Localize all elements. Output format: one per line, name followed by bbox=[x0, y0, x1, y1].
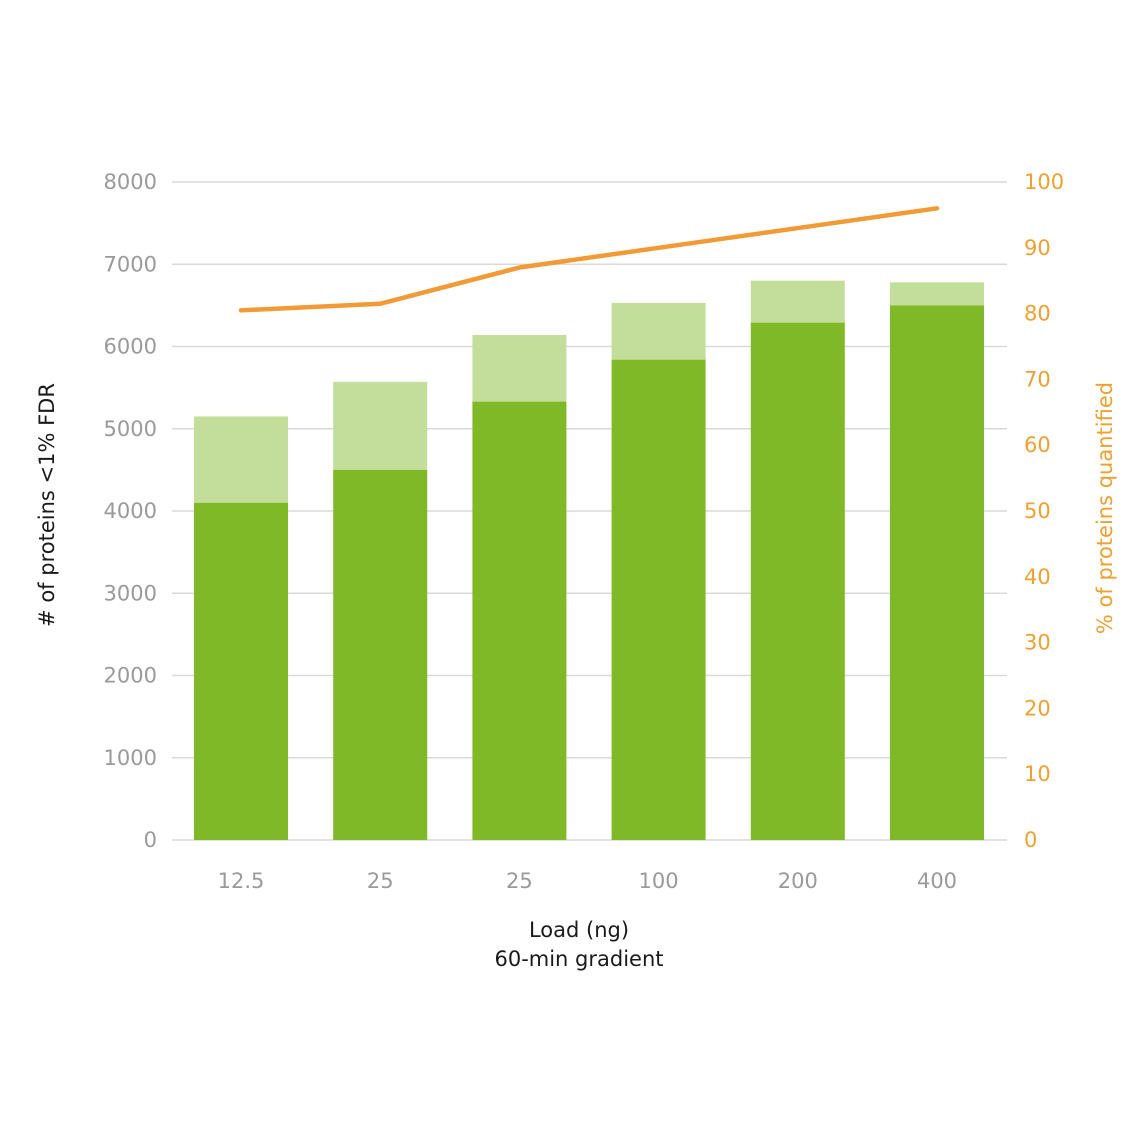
x-tick-label: 100 bbox=[639, 869, 679, 893]
y-axis-title-right: % of proteins quantified bbox=[1093, 382, 1117, 634]
bar-base-segment bbox=[611, 359, 706, 840]
left-tick-label: 6000 bbox=[104, 335, 157, 359]
gridlines bbox=[172, 181, 1007, 841]
right-tick-label: 30 bbox=[1024, 631, 1051, 655]
line-point bbox=[657, 246, 661, 250]
right-tick-label: 90 bbox=[1024, 236, 1051, 260]
line-point bbox=[517, 266, 521, 270]
line-point bbox=[239, 308, 243, 312]
left-tick-label: 5000 bbox=[104, 417, 157, 441]
bars bbox=[194, 280, 984, 841]
left-tick-label: 8000 bbox=[104, 170, 157, 194]
x-tick-label: 400 bbox=[917, 869, 957, 893]
x-tick-label: 12.5 bbox=[218, 869, 265, 893]
bar-base-segment bbox=[890, 305, 984, 840]
left-tick-label: 7000 bbox=[104, 252, 157, 276]
right-tick-label: 100 bbox=[1024, 170, 1064, 194]
right-tick-label: 70 bbox=[1024, 367, 1051, 391]
right-tick-label: 40 bbox=[1024, 565, 1051, 589]
line-path bbox=[238, 206, 940, 313]
x-tick-label: 25 bbox=[367, 869, 394, 893]
right-axis-ticks: 0 10 20 30 40 50 60 70 80 90 100 bbox=[1024, 170, 1064, 852]
right-tick-label: 20 bbox=[1024, 696, 1051, 720]
bar-top-segment bbox=[472, 334, 567, 402]
x-tick-label: 200 bbox=[778, 869, 818, 893]
y-axis-title-left: # of proteins <1% FDR bbox=[35, 383, 59, 627]
left-tick-label: 2000 bbox=[104, 664, 157, 688]
left-tick-label: 3000 bbox=[104, 581, 157, 605]
line-point bbox=[935, 206, 939, 210]
bar-top-segment bbox=[890, 282, 984, 306]
x-axis-title-line-1: Load (ng) bbox=[529, 918, 629, 942]
left-tick-label: 0 bbox=[144, 828, 157, 852]
bar-top-segment bbox=[333, 381, 428, 470]
right-tick-label: 50 bbox=[1024, 499, 1051, 523]
bar-base-segment bbox=[194, 502, 288, 840]
bar-top-segment bbox=[194, 416, 288, 503]
left-tick-label: 4000 bbox=[104, 499, 157, 523]
x-axis-ticks: 12.5 25 25 100 200 400 bbox=[218, 869, 957, 893]
right-tick-label: 80 bbox=[1024, 302, 1051, 326]
line-series bbox=[238, 206, 940, 313]
bar-base-segment bbox=[333, 469, 428, 840]
left-axis-ticks: 0 1000 2000 3000 4000 5000 6000 7000 8000 bbox=[104, 170, 157, 852]
right-tick-label: 0 bbox=[1024, 828, 1037, 852]
left-tick-label: 1000 bbox=[104, 746, 157, 770]
right-tick-label: 60 bbox=[1024, 433, 1051, 457]
right-tick-label: 10 bbox=[1024, 762, 1051, 786]
line-point bbox=[796, 226, 800, 230]
line-point bbox=[378, 302, 382, 306]
bar-base-segment bbox=[472, 401, 567, 840]
bar-base-segment bbox=[750, 322, 845, 841]
x-tick-label: 25 bbox=[506, 869, 533, 893]
x-axis-title-line-2: 60-min gradient bbox=[494, 947, 663, 971]
bar-top-segment bbox=[750, 280, 845, 323]
bar-top-segment bbox=[611, 302, 706, 360]
